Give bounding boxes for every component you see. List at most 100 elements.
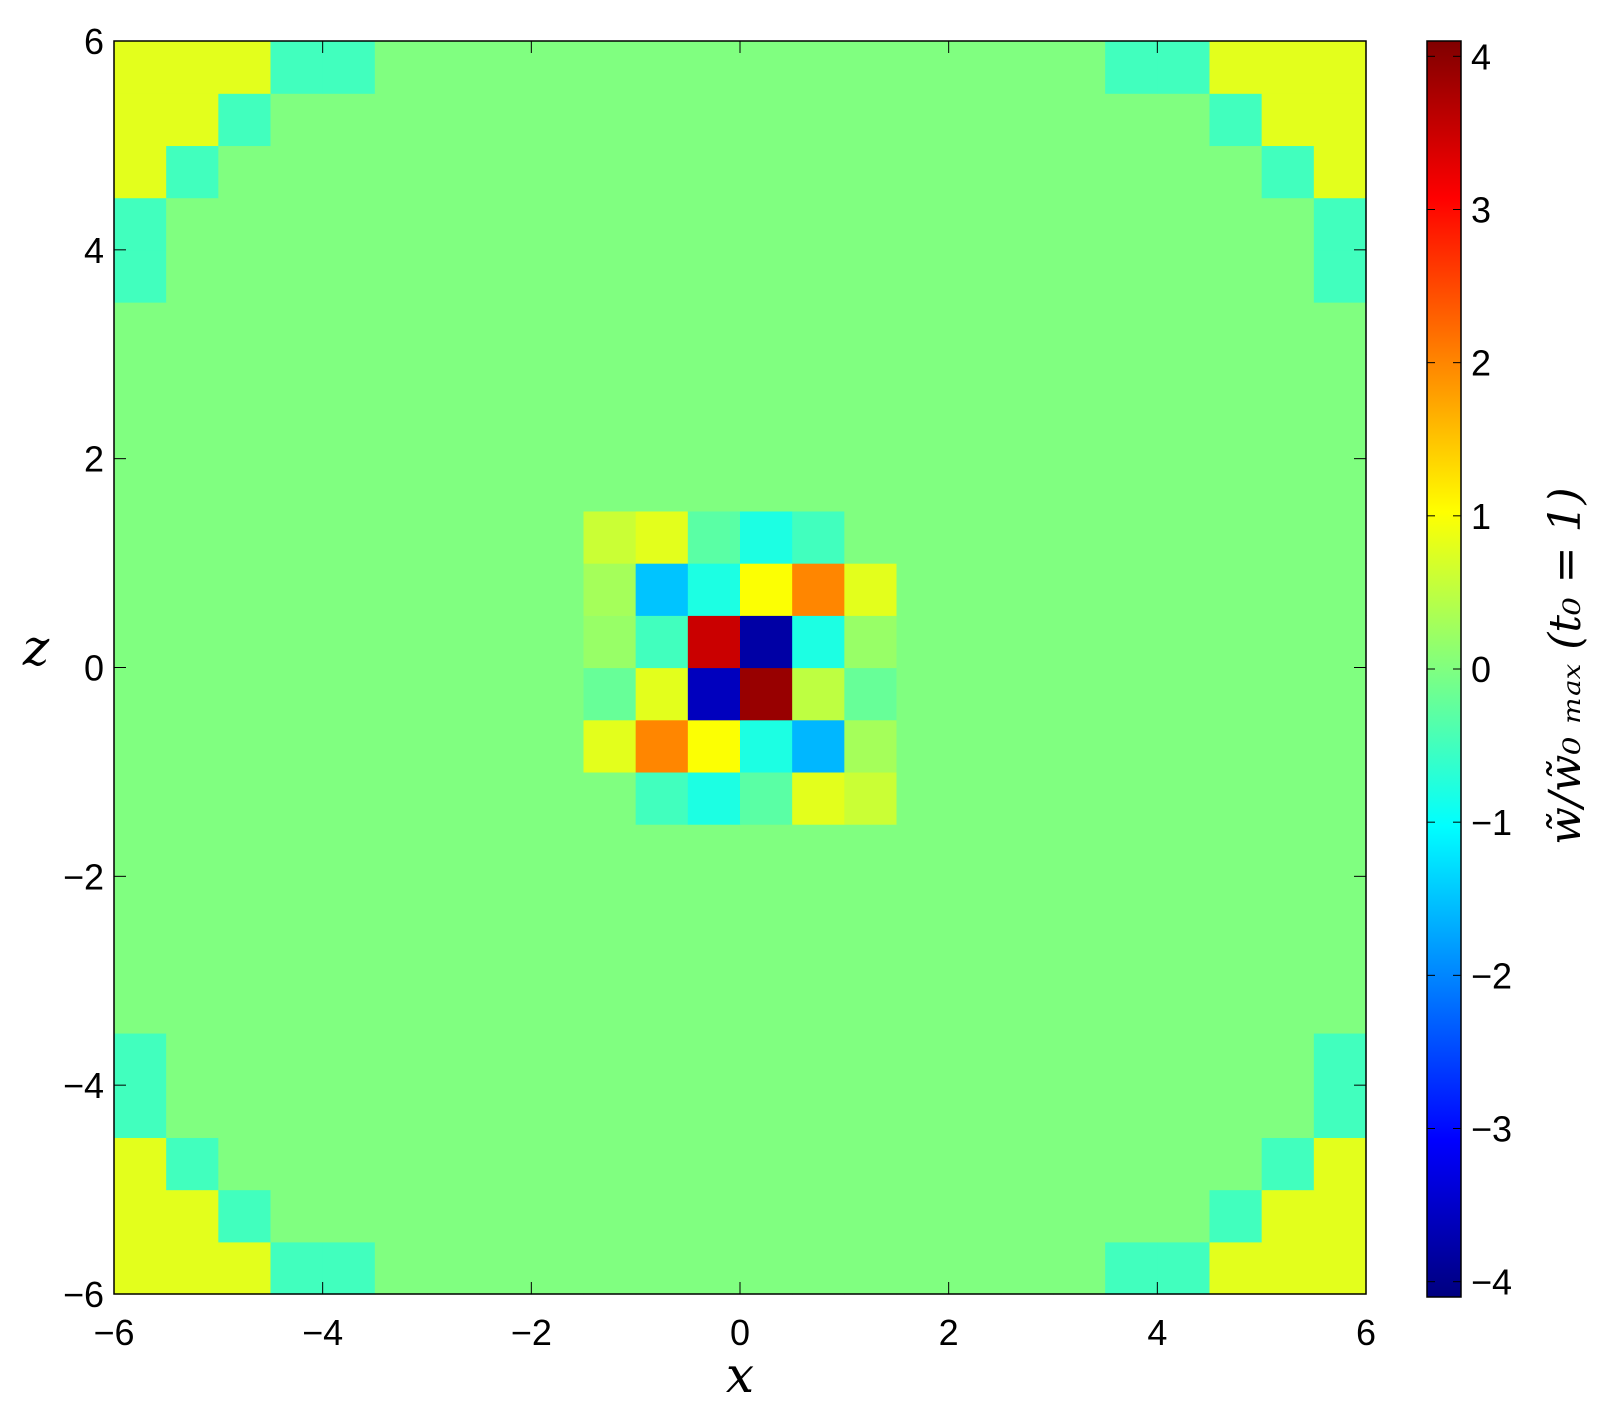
heatmap-cell: [1261, 771, 1315, 825]
heatmap-cell: [792, 406, 845, 460]
heatmap-cell: [635, 563, 689, 616]
heatmap-cell: [948, 145, 1002, 199]
heatmap-cell: [374, 41, 428, 94]
heatmap-cell: [374, 928, 428, 982]
heatmap-cell: [583, 928, 637, 982]
heatmap-cell: [948, 197, 1002, 251]
heatmap-cell: [1053, 406, 1106, 460]
y-tick-label: −4: [63, 1065, 104, 1106]
heatmap-cell: [218, 93, 272, 147]
heatmap-cell: [1313, 1137, 1367, 1191]
heatmap-cell: [740, 406, 793, 460]
heatmap-cell: [531, 771, 585, 825]
heatmap-cell: [270, 249, 324, 303]
heatmap-cell: [218, 1137, 272, 1191]
heatmap-cell: [1261, 406, 1315, 460]
heatmap-cell: [218, 458, 272, 512]
heatmap-cell: [166, 980, 219, 1034]
heatmap-cell: [635, 1032, 689, 1086]
heatmap-cell: [1105, 615, 1158, 669]
heatmap-cell: [374, 354, 428, 408]
heatmap-cell: [792, 302, 845, 355]
heatmap-cell: [1053, 1085, 1106, 1138]
heatmap-cell: [948, 1241, 1002, 1295]
heatmap-cell: [218, 615, 272, 669]
heatmap-cell: [270, 719, 324, 773]
heatmap-cell: [844, 1241, 898, 1295]
heatmap-cell: [1313, 1189, 1367, 1243]
heatmap-cell: [531, 406, 585, 460]
heatmap-cell: [166, 1085, 219, 1138]
heatmap-cell: [1209, 1085, 1263, 1138]
heatmap-cell: [218, 719, 272, 773]
heatmap-cell: [635, 615, 689, 669]
heatmap-cell: [844, 563, 898, 616]
heatmap-cell: [479, 824, 532, 877]
heatmap-cell: [166, 1137, 219, 1191]
heatmap-cell: [1261, 197, 1315, 251]
heatmap-cell: [896, 1137, 950, 1191]
heatmap-cell: [427, 1241, 480, 1295]
colorbar-tick-label: −3: [1471, 1109, 1512, 1150]
heatmap-cell: [1157, 41, 1211, 94]
heatmap-cell: [322, 563, 376, 616]
heatmap-cell: [374, 719, 428, 773]
heatmap-cell: [1000, 824, 1054, 877]
heatmap-cell: [1053, 876, 1106, 930]
heatmap-cell: [1105, 510, 1158, 564]
heatmap-cell: [1209, 615, 1263, 669]
heatmap-cell: [635, 249, 689, 303]
heatmap-cell: [166, 667, 219, 721]
heatmap-cell: [1157, 249, 1211, 303]
heatmap-cell: [1105, 406, 1158, 460]
y-tick-label: 0: [84, 648, 104, 689]
heatmap-cell: [1209, 928, 1263, 982]
heatmap-cell: [479, 928, 532, 982]
heatmap-cell: [479, 354, 532, 408]
heatmap-cell: [531, 928, 585, 982]
heatmap-cell: [322, 1137, 376, 1191]
heatmap-cell: [687, 41, 741, 94]
heatmap-cell: [1105, 980, 1158, 1034]
heatmap-cell: [1209, 406, 1263, 460]
heatmap-cell: [740, 197, 793, 251]
heatmap-cell: [114, 1189, 167, 1243]
heatmap-cell: [1105, 1032, 1158, 1086]
heatmap-cell: [114, 93, 167, 147]
heatmap-cell: [740, 1189, 793, 1243]
heatmap-cell: [948, 876, 1002, 930]
heatmap-cell: [583, 719, 637, 773]
heatmap-cell: [1053, 563, 1106, 616]
heatmap-cell: [374, 980, 428, 1034]
heatmap-cell: [114, 615, 167, 669]
heatmap-cell: [427, 145, 480, 199]
heatmap-cell: [1261, 719, 1315, 773]
heatmap-cell: [166, 41, 219, 94]
heatmap-cell: [427, 1085, 480, 1138]
heatmap-cell: [1261, 824, 1315, 877]
heatmap-cell: [479, 563, 532, 616]
heatmap-cell: [322, 458, 376, 512]
heatmap-cell: [374, 197, 428, 251]
heatmap-cell: [844, 1189, 898, 1243]
heatmap-cell: [635, 719, 689, 773]
heatmap-cell: [270, 928, 324, 982]
heatmap-cell: [896, 1189, 950, 1243]
heatmap-cell: [270, 302, 324, 355]
heatmap-cell: [844, 458, 898, 512]
heatmap-cell: [792, 928, 845, 982]
heatmap-cell: [1000, 302, 1054, 355]
heatmap-cell: [1313, 1241, 1367, 1295]
heatmap-cell: [531, 249, 585, 303]
heatmap-cell: [1000, 406, 1054, 460]
heatmap-cell: [114, 824, 167, 877]
heatmap-cell: [1157, 354, 1211, 408]
heatmap-cell: [531, 41, 585, 94]
heatmap-cell: [896, 771, 950, 825]
heatmap-cell: [792, 615, 845, 669]
heatmap-cell: [740, 563, 793, 616]
heatmap-cell: [114, 928, 167, 982]
heatmap-cell: [322, 980, 376, 1034]
heatmap-cell: [583, 771, 637, 825]
heatmap-cell: [322, 667, 376, 721]
